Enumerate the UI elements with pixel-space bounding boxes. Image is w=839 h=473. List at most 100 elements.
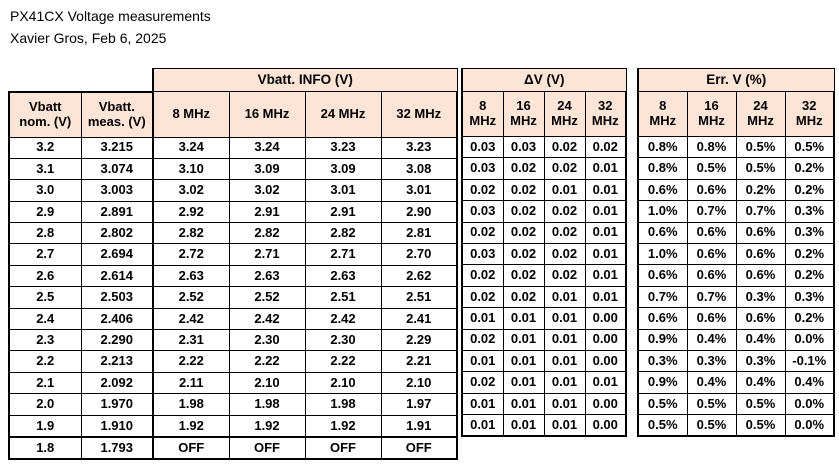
vbatt-nom-cell: 2.0: [8, 393, 82, 416]
err-8mhz-cell: 1.0%: [637, 200, 688, 223]
dv-32mhz-cell: 0.00: [584, 307, 627, 330]
err-24mhz-cell: 0.3%: [735, 285, 786, 309]
col-header-32mhz: 32 MHz: [380, 91, 458, 138]
info-16mhz-cell: 2.30: [228, 329, 306, 352]
table-row: 1.8 1.793 OFF OFF OFF OFF: [8, 436, 458, 461]
header-line: 8: [659, 98, 667, 114]
info-16mhz-cell: 2.52: [228, 286, 306, 309]
err-16mhz-cell: 0.6%: [686, 221, 737, 244]
dv-16mhz-cell: 0.01: [502, 328, 545, 351]
err-16mhz-cell: 0.4%: [686, 328, 737, 351]
dv-16mhz-cell: 0.01: [502, 307, 545, 330]
table-row: 0.6% 0.6% 0.6% 0.3%: [637, 221, 835, 244]
dv-8mhz-cell: 0.02: [461, 371, 504, 394]
col-header-8mhz: 8 MHz: [152, 91, 230, 138]
table-row: 0.03 0.02 0.02 0.01: [461, 200, 627, 223]
err-8mhz-cell: 0.9%: [637, 328, 688, 351]
dv-24mhz-cell: 0.01: [543, 392, 586, 416]
dv-24mhz-cell: 0.01: [543, 349, 586, 373]
info-16mhz-cell: 3.24: [228, 136, 306, 159]
info-8mhz-cell: 2.22: [152, 350, 230, 373]
header-line: meas. (V): [87, 113, 146, 129]
vbatt-nom-cell: 1.9: [8, 414, 82, 438]
vbatt-meas-cell: 2.503: [80, 286, 154, 309]
info-32mhz-cell: 2.29: [380, 329, 458, 352]
info-8mhz-cell: 2.31: [152, 329, 230, 352]
err-32mhz-cell: -0.1%: [784, 349, 835, 373]
info-24mhz-cell: 2.10: [304, 371, 382, 395]
info-32mhz-cell: 2.70: [380, 243, 458, 266]
header-line: 24: [557, 98, 572, 114]
table-row: 0.03 0.03 0.02 0.02: [461, 135, 627, 159]
table-row: 2.8 2.802 2.82 2.82 2.82 2.81: [8, 222, 458, 245]
err-16mhz-cell: 0.3%: [686, 349, 737, 373]
err-16mhz-cell: 0.6%: [686, 307, 737, 330]
info-8mhz-cell: 2.63: [152, 264, 230, 288]
vbatt-meas-cell: 1.793: [80, 436, 154, 461]
dv-16mhz-cell: 0.02: [502, 221, 545, 244]
info-24mhz-cell: 1.98: [304, 393, 382, 416]
dv-24mhz-cell: 0.01: [543, 307, 586, 330]
group-header-vbatt-info: Vbatt. INFO (V): [152, 68, 458, 92]
vbatt-nom-cell: 3.2: [8, 136, 82, 159]
blank-corner: [9, 69, 153, 92]
info-8mhz-cell: 2.52: [152, 286, 230, 309]
table-row: 0.8% 0.5% 0.5% 0.2%: [637, 157, 835, 180]
err-24mhz-cell: 0.2%: [735, 178, 786, 202]
vbatt-nom-cell: 2.2: [8, 350, 82, 373]
dv-16mhz-cell: 0.01: [502, 371, 545, 394]
table-row: 0.5% 0.5% 0.5% 0.0%: [637, 392, 835, 416]
table-row: 0.7% 0.7% 0.3% 0.3%: [637, 285, 835, 309]
info-8mhz-cell: 3.02: [152, 179, 230, 202]
vbatt-meas-cell: 2.694: [80, 243, 154, 266]
table-row: 2.5 2.503 2.52 2.52 2.51 2.51: [8, 286, 458, 309]
err-16mhz-cell: 0.4%: [686, 371, 737, 394]
header-line: MHz: [591, 113, 619, 128]
vbatt-meas-cell: 1.910: [80, 414, 154, 438]
info-24mhz-cell: 2.22: [304, 350, 382, 373]
column-header-row: Vbatt nom. (V) Vbatt. meas. (V) 8 MHz 16 M…: [8, 90, 458, 138]
table-row: 0.9% 0.4% 0.4% 0.0%: [637, 328, 835, 351]
dv-16mhz-cell: 0.02: [502, 285, 545, 309]
vbatt-meas-cell: 2.290: [80, 329, 154, 352]
err-16mhz-cell: 0.6%: [686, 178, 737, 202]
err-32mhz-cell: 0.2%: [784, 307, 835, 330]
err-32mhz-cell: 0.0%: [784, 328, 835, 351]
info-8mhz-cell: 2.42: [152, 307, 230, 331]
table-row: 2.2 2.213 2.22 2.22 2.22 2.21: [8, 350, 458, 373]
table-row: 0.02 0.01 0.01 0.00: [461, 328, 627, 351]
header-line: MHz: [747, 113, 774, 128]
vbatt-meas-cell: 1.970: [80, 393, 154, 416]
dv-8mhz-cell: 0.02: [461, 285, 504, 309]
dv-8mhz-cell: 0.03: [461, 200, 504, 223]
err-8mhz-cell: 0.7%: [637, 285, 688, 309]
table-row: 0.6% 0.6% 0.2% 0.2%: [637, 178, 835, 202]
header-line: MHz: [795, 113, 823, 128]
col-header-16mhz: 16 MHz: [502, 91, 545, 137]
info-24mhz-cell: 2.30: [304, 329, 382, 352]
err-24mhz-cell: 0.6%: [735, 221, 786, 244]
col-header-16mhz: 16 MHz: [228, 91, 306, 138]
dv-16mhz-cell: 0.02: [502, 157, 545, 180]
info-16mhz-cell: OFF: [228, 436, 306, 461]
dv-32mhz-cell: 0.01: [584, 242, 627, 266]
delta-v-body: 0.03 0.03 0.02 0.02 0.03 0.02 0.02 0.01 0.02 0.02…: [461, 135, 627, 438]
col-header-24mhz: 24 MHz: [543, 91, 586, 137]
header-line: MHz: [469, 113, 497, 128]
dv-24mhz-cell: 0.01: [543, 371, 586, 394]
err-16mhz-cell: 0.7%: [686, 200, 737, 223]
table-row: 0.3% 0.3% 0.3% -0.1%: [637, 349, 835, 373]
err-24mhz-cell: 0.7%: [735, 200, 786, 223]
info-16mhz-cell: 2.63: [228, 264, 306, 288]
info-16mhz-cell: 3.09: [228, 157, 306, 181]
header-line: MHz: [698, 113, 725, 128]
vbatt-nom-cell: 2.5: [8, 286, 82, 309]
col-header-vbatt-meas: Vbatt. meas. (V): [80, 90, 154, 138]
table-row: 0.01 0.01 0.01 0.00: [461, 349, 627, 373]
dv-8mhz-cell: 0.03: [461, 135, 504, 159]
dv-32mhz-cell: 0.00: [584, 414, 627, 438]
header-line: 16: [704, 98, 719, 114]
info-8mhz-cell: OFF: [152, 436, 230, 461]
info-16mhz-cell: 1.98: [228, 393, 306, 416]
info-32mhz-cell: 2.81: [380, 222, 458, 245]
